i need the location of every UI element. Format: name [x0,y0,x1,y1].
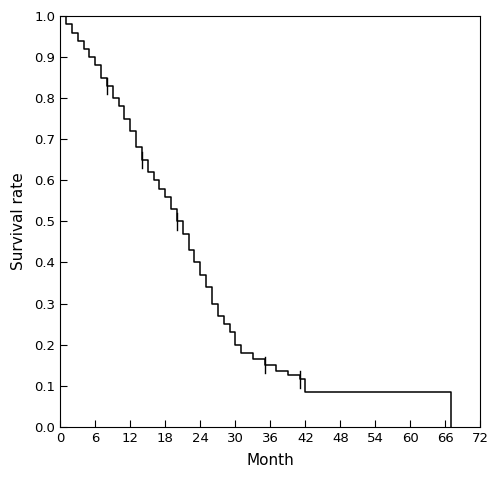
X-axis label: Month: Month [246,453,294,468]
Y-axis label: Survival rate: Survival rate [11,172,26,270]
